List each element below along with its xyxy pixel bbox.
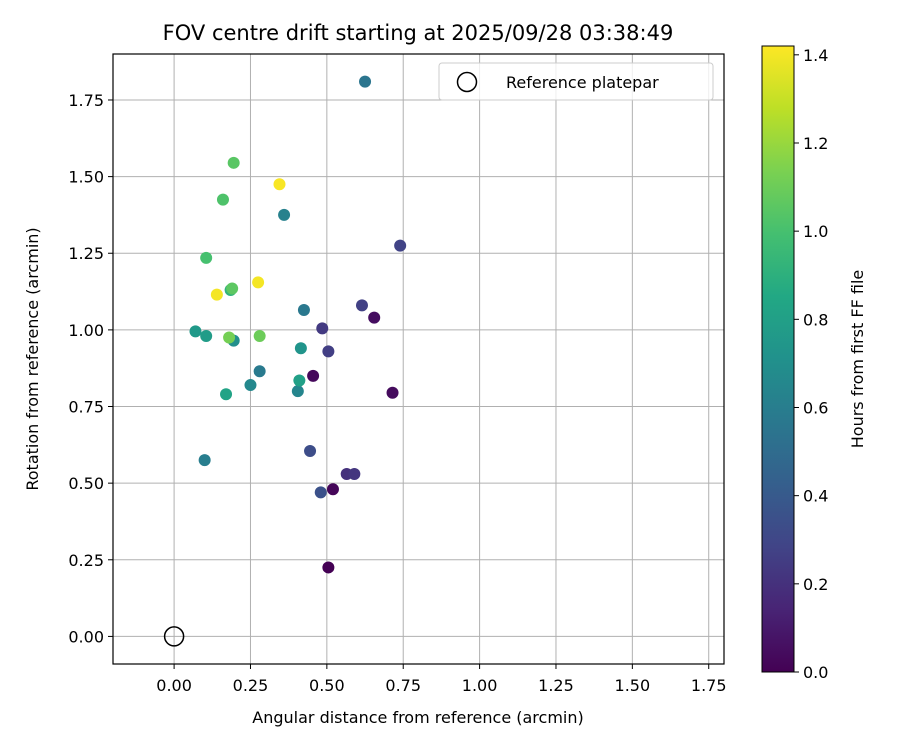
data-point bbox=[227, 156, 240, 169]
data-point bbox=[200, 251, 213, 264]
data-point bbox=[355, 299, 368, 312]
y-tick-label: 1.50 bbox=[68, 168, 104, 187]
data-point bbox=[198, 454, 211, 467]
data-point bbox=[326, 483, 339, 496]
colorbar-tick-label: 0.6 bbox=[803, 398, 828, 417]
colorbar-tick-label: 1.0 bbox=[803, 222, 828, 241]
colorbar-tick-label: 0.0 bbox=[803, 663, 828, 682]
data-point bbox=[297, 303, 310, 316]
x-tick-label: 1.00 bbox=[462, 676, 498, 695]
y-tick-label: 1.25 bbox=[68, 244, 104, 263]
data-point bbox=[368, 311, 381, 324]
data-point bbox=[273, 178, 286, 191]
data-point bbox=[223, 331, 236, 344]
y-tick-label: 1.00 bbox=[68, 321, 104, 340]
y-axis-label: Rotation from reference (arcmin) bbox=[23, 227, 42, 490]
data-points bbox=[163, 75, 407, 647]
y-tick-label: 1.75 bbox=[68, 91, 104, 110]
x-tick-label: 0.75 bbox=[385, 676, 421, 695]
x-tick-label: 0.00 bbox=[156, 676, 192, 695]
y-tick-label: 0.50 bbox=[68, 474, 104, 493]
colorbar-tick-label: 0.8 bbox=[803, 310, 828, 329]
data-point bbox=[253, 330, 266, 343]
legend: Reference platepar bbox=[438, 62, 714, 101]
data-point bbox=[314, 486, 327, 499]
x-tick-label: 0.50 bbox=[309, 676, 345, 695]
data-point bbox=[253, 365, 266, 378]
data-point bbox=[200, 330, 213, 343]
colorbar-tick-label: 1.2 bbox=[803, 134, 828, 153]
data-point bbox=[226, 282, 239, 295]
x-tick-label: 1.25 bbox=[538, 676, 574, 695]
data-point bbox=[216, 193, 229, 206]
y-axis-ticks: 0.00 0.25 0.50 0.75 1.00 1.25 1.50 1.75 bbox=[68, 91, 113, 646]
data-point bbox=[322, 561, 335, 574]
data-point bbox=[322, 345, 335, 358]
chart-title: FOV centre drift starting at 2025/09/28 … bbox=[163, 21, 674, 45]
reference-point-marker bbox=[163, 626, 185, 647]
legend-label-reference: Reference platepar bbox=[506, 73, 659, 92]
grid-lines bbox=[113, 54, 724, 664]
colorbar-ticks: 0.0 0.2 0.4 0.6 0.8 1.0 1.2 1.4 bbox=[794, 46, 828, 682]
x-tick-label: 1.75 bbox=[691, 676, 727, 695]
data-point bbox=[244, 379, 257, 392]
legend-box bbox=[438, 62, 714, 101]
legend-marker-reference bbox=[456, 71, 478, 93]
colorbar-label: Hours from first FF file bbox=[848, 270, 867, 449]
x-axis-ticks: 0.00 0.25 0.50 0.75 1.00 1.25 1.50 1.75 bbox=[156, 664, 727, 695]
y-tick-label: 0.25 bbox=[68, 551, 104, 570]
x-tick-label: 0.25 bbox=[233, 676, 269, 695]
data-point bbox=[304, 444, 317, 457]
colorbar: 0.0 0.2 0.4 0.6 0.8 1.0 1.2 1.4 Hours from firs… bbox=[761, 45, 867, 682]
data-point bbox=[359, 75, 372, 88]
colorbar-tick-label: 0.4 bbox=[803, 487, 828, 506]
data-point bbox=[316, 322, 329, 335]
data-point bbox=[307, 369, 320, 382]
data-point bbox=[278, 208, 291, 221]
data-point bbox=[394, 239, 407, 252]
data-point bbox=[220, 388, 233, 401]
x-axis-label: Angular distance from reference (arcmin) bbox=[252, 708, 583, 727]
data-point bbox=[348, 467, 361, 480]
data-point bbox=[210, 288, 223, 301]
colorbar-tick-label: 0.2 bbox=[803, 575, 828, 594]
data-point bbox=[293, 374, 306, 387]
x-tick-label: 1.50 bbox=[615, 676, 651, 695]
colorbar-gradient bbox=[761, 45, 795, 673]
data-point bbox=[386, 386, 399, 399]
data-point bbox=[294, 342, 307, 355]
y-tick-label: 0.75 bbox=[68, 398, 104, 417]
y-tick-label: 0.00 bbox=[68, 627, 104, 646]
data-point bbox=[189, 325, 202, 338]
colorbar-tick-label: 1.4 bbox=[803, 46, 828, 65]
data-point bbox=[252, 276, 265, 289]
data-point bbox=[291, 385, 304, 398]
plot-frame bbox=[112, 53, 725, 665]
